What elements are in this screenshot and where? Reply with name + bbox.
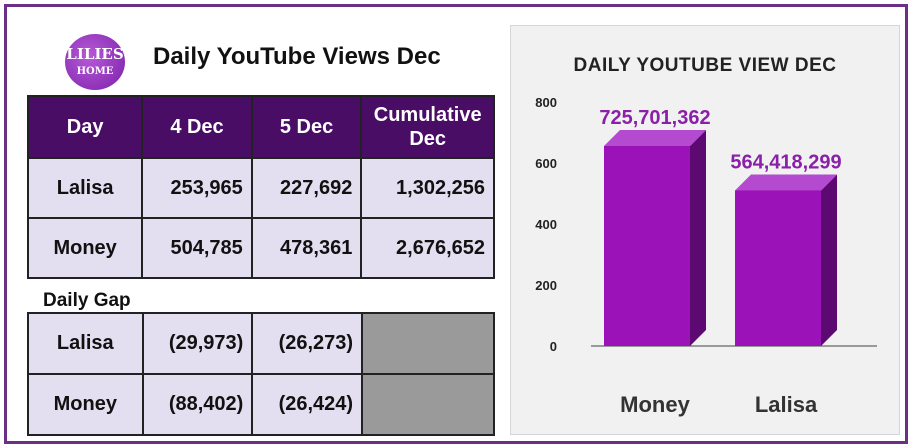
row-name: Lalisa — [27, 312, 144, 375]
row-name: Lalisa — [26, 157, 144, 219]
col-cumulative: Cumulative Dec — [360, 95, 495, 159]
cell-5-dec: 227,692 — [250, 157, 363, 219]
y-tick-label: 0 — [550, 339, 557, 354]
bar-side — [690, 130, 706, 346]
table-row: Money (88,402) (26,424) — [27, 373, 495, 436]
cell-cumulative: 1,302,256 — [360, 157, 495, 219]
empty-cell — [361, 312, 495, 375]
x-tick-label: Lalisa — [755, 392, 818, 417]
x-tick-label: Money — [620, 392, 690, 417]
gap-4-dec: (88,402) — [141, 373, 254, 436]
gap-5-dec: (26,424) — [251, 373, 364, 436]
bar-side — [821, 174, 837, 346]
col-4-dec: 4 Dec — [141, 95, 253, 159]
lilies-home-logo: LILIES HOME — [65, 34, 125, 90]
table-row: Lalisa (29,973) (26,273) — [27, 312, 495, 375]
row-name: Money — [26, 217, 144, 279]
data-label: 564,418,299 — [730, 151, 841, 173]
table-row: Money 504,785 478,361 2,676,652 — [26, 217, 495, 279]
cell-4-dec: 504,785 — [141, 217, 253, 279]
views-header-row: Day 4 Dec 5 Dec Cumulative Dec — [26, 95, 495, 159]
logo-text-line2: HOME — [76, 66, 114, 77]
gap-5-dec: (26,273) — [251, 312, 364, 375]
y-tick-label: 200 — [535, 278, 557, 293]
gap-4-dec: (29,973) — [141, 312, 254, 375]
col-day: Day — [26, 95, 144, 159]
y-tick-label: 800 — [535, 95, 557, 110]
cell-cumulative: 2,676,652 — [360, 217, 495, 279]
views-table: Day 4 Dec 5 Dec Cumulative Dec Lalisa 25… — [26, 95, 495, 279]
chart-panel: DAILY YOUTUBE VIEW DEC 0 200 400 600 800 725,… — [510, 25, 900, 435]
cell-5-dec: 478,361 — [250, 217, 363, 279]
col-5-dec: 5 Dec — [250, 95, 363, 159]
bar-top — [735, 174, 837, 191]
bar-chart: 0 200 400 600 800 725,701,362 Money 564,418,299… — [535, 95, 877, 417]
infographic-frame: LILIES HOME Daily YouTube Views Dec Day 4… — [4, 4, 908, 444]
row-name: Money — [27, 373, 144, 436]
cell-4-dec: 253,965 — [141, 157, 253, 219]
table-row: Lalisa 253,965 227,692 1,302,256 — [26, 157, 495, 219]
bar — [735, 190, 821, 346]
bar — [604, 146, 690, 346]
empty-cell — [361, 373, 495, 436]
bar-top — [604, 130, 706, 146]
chart-title: DAILY YOUTUBE VIEW DEC — [573, 55, 837, 76]
y-tick-label: 600 — [535, 156, 557, 171]
data-label: 725,701,362 — [599, 107, 710, 129]
page-title: Daily YouTube Views Dec — [153, 43, 441, 70]
gap-table: Lalisa (29,973) (26,273) Money (88,402) … — [27, 312, 495, 436]
logo-text-line1: LILIES — [66, 45, 124, 63]
y-tick-label: 400 — [535, 217, 557, 232]
daily-gap-label: Daily Gap — [43, 290, 131, 311]
